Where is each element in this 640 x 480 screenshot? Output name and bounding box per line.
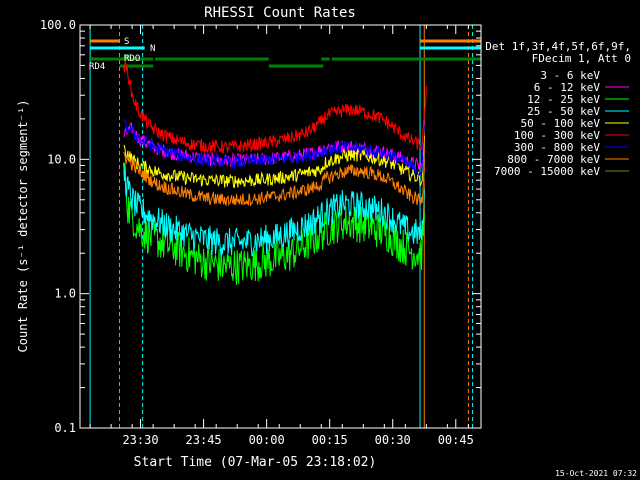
legend-label: 50 - 100 keV <box>521 117 601 130</box>
x-tick-label: 00:00 <box>249 433 285 447</box>
series-line-7 <box>123 151 425 207</box>
x-tick-label: 23:45 <box>186 433 222 447</box>
y-tick-label: 0.1 <box>54 421 76 435</box>
legend-label: 300 - 800 keV <box>514 141 600 154</box>
legend-label: 6 - 12 keV <box>534 81 601 94</box>
state-bar-label-1: N <box>150 44 155 54</box>
state-bar-label-2: RDO <box>124 54 140 64</box>
series-line-4 <box>123 135 425 189</box>
x-tick-label: 23:30 <box>122 433 158 447</box>
y-tick-label: 100.0 <box>40 18 76 32</box>
x-tick-label: 00:15 <box>312 433 348 447</box>
state-bar-label-0: S <box>124 37 129 47</box>
y-axis-label: Count Rate (s⁻¹ detector segment⁻¹) <box>16 100 30 353</box>
state-bar-label-4: RD4 <box>89 62 105 72</box>
y-tick-label: 1.0 <box>54 287 76 301</box>
legend-label: 7000 - 15000 keV <box>494 165 600 178</box>
series-line-5 <box>123 61 427 154</box>
footer-date: 15-Oct-2021 07:32 <box>555 469 637 478</box>
plot-clip-group: S N RDO RD4 <box>89 25 481 428</box>
series-line-3 <box>123 162 425 257</box>
legend-header-line: FDecim 1, Att 0 <box>532 52 631 65</box>
axes: 0.1 1.0 10.0 100.0 23:30 23:45 00:00 00:15 00:30… <box>40 18 481 447</box>
legend-label: 100 - 300 keV <box>514 129 600 142</box>
x-axis-label: Start Time (07-Mar-05 23:18:02) <box>134 455 377 470</box>
chart-title: RHESSI Count Rates <box>204 5 356 21</box>
x-tick-label: 00:45 <box>438 433 474 447</box>
legend-label: 3 - 6 keV <box>540 69 600 82</box>
legend-header-line: Det 1f,3f,4f,5f,6f,9f, <box>485 40 631 53</box>
plot-frame <box>79 24 482 429</box>
series-line-2 <box>123 162 425 286</box>
legend-label: 800 - 7000 keV <box>507 153 600 166</box>
legend: Det 1f,3f,4f,5f,6f,9f,FDecim 1, Att 0 3 -… <box>485 40 631 178</box>
plot-area: S N RDO RD4 <box>89 25 481 428</box>
x-tick-label: 00:30 <box>375 433 411 447</box>
series-line-6 <box>123 118 425 177</box>
legend-label: 25 - 50 keV <box>527 105 600 118</box>
legend-label: 12 - 25 keV <box>527 93 600 106</box>
y-tick-label: 10.0 <box>47 152 76 166</box>
